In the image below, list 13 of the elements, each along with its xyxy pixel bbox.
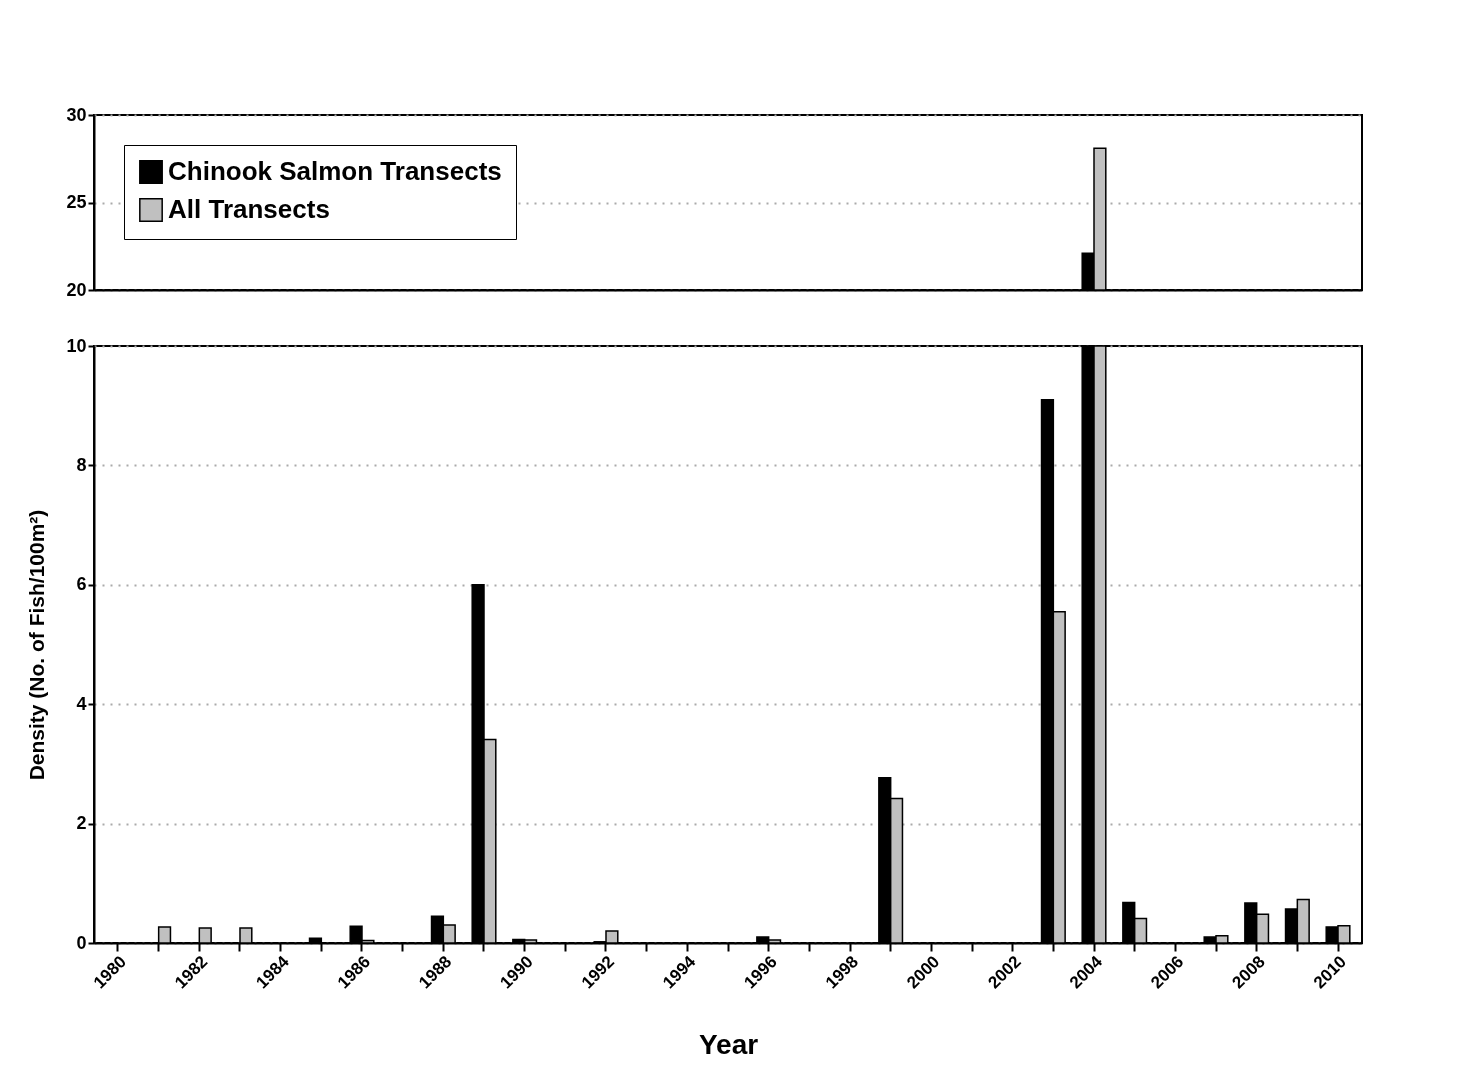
y-tick-label: 4	[76, 693, 87, 714]
y-tick-label: 10	[66, 335, 87, 356]
y-tick-label: 8	[76, 454, 87, 475]
y-axis-title: Density (No. of Fish/100m²)	[25, 509, 49, 781]
legend-label: Chinook Salmon Transects	[168, 156, 502, 186]
y-tick-label: 30	[66, 104, 87, 125]
y-tick-label: 20	[66, 279, 87, 300]
y-tick-label: 0	[76, 932, 87, 953]
y-tick-label: 2	[76, 813, 87, 834]
legend-label: All Transects	[168, 194, 330, 224]
y-tick-label: 25	[66, 192, 87, 212]
x-axis-title: Year	[698, 1028, 759, 1060]
y-tick-label: 6	[76, 574, 87, 595]
